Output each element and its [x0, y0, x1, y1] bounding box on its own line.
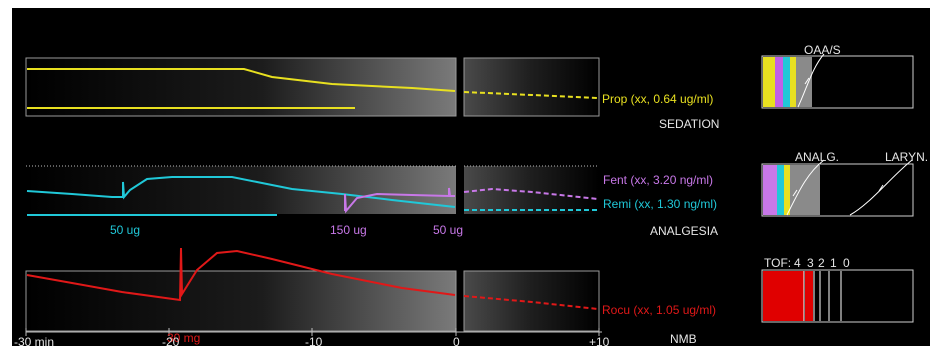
rocuronium-effect-curve: [26, 247, 456, 302]
tof-scale-box: [761, 269, 914, 323]
sedation-section-label: SEDATION: [659, 117, 720, 131]
analgesia-section-label: ANALGESIA: [650, 224, 719, 238]
analg-scale-label: ANALG.: [795, 150, 840, 164]
tof-count-4: 4: [794, 256, 801, 270]
time-tick-plus10: +10: [589, 335, 610, 349]
fentanyl-effect-curve: [344, 187, 455, 214]
propofol-prediction-curve: [463, 91, 599, 99]
fentanyl-prediction-curve: [463, 187, 599, 200]
rocuronium-label: Rocu (xx, 1.05 ug/ml): [602, 303, 717, 317]
time-tick-minus20: -20: [162, 335, 180, 349]
analgesia-history-panel: [26, 165, 456, 214]
fent-bolus-label-2: 50 ug: [433, 223, 464, 237]
tof-count-3: 3: [807, 256, 814, 270]
tof-count-1: 1: [830, 256, 837, 270]
remifentanil-label: Remi (xx, 1.30 ng/ml): [603, 197, 718, 211]
analgesia-scale-box: [761, 159, 914, 217]
tof-count-0: 0: [843, 256, 850, 270]
oaas-scale-box: [761, 53, 914, 109]
laryn-scale-label: LARYN.: [885, 150, 929, 164]
oaas-scale-label: OAA/S: [804, 43, 841, 57]
time-axis: [25, 328, 602, 336]
nmb-history-panel: [25, 270, 457, 332]
fent-bolus-label: 150 ug: [330, 223, 367, 237]
tof-label: TOF:: [764, 256, 792, 270]
monitor-graphics: [25, 53, 914, 336]
time-tick-0: 0: [453, 335, 460, 349]
drug-display-monitor: Prop (xx, 0.64 ug/ml) SEDATION OAA/S Fen…: [12, 8, 930, 349]
remifentanil-effect-curve: [26, 176, 456, 208]
nmb-section-label: NMB: [670, 332, 697, 346]
fentanyl-label: Fent (xx, 3.20 ng/ml): [603, 173, 714, 187]
time-tick-minus30: -30 min: [14, 335, 55, 349]
sedation-prediction-panel: [463, 57, 600, 117]
tof-count-2: 2: [818, 256, 825, 270]
remi-bolus-label: 50 ug: [110, 223, 141, 237]
rocuronium-prediction-curve: [463, 295, 599, 310]
rocu-bolus-label: 30 mg: [167, 331, 201, 345]
time-tick-minus10: -10: [305, 335, 323, 349]
propofol-label: Prop (xx, 0.64 ug/ml): [602, 92, 714, 106]
analgesia-prediction-panel: [464, 165, 599, 214]
propofol-effect-curve: [27, 68, 456, 92]
